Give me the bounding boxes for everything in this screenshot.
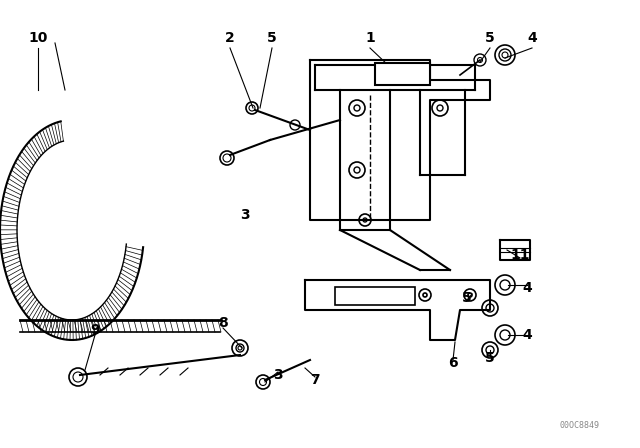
Text: 11: 11	[510, 248, 530, 262]
Text: 00OC8849: 00OC8849	[560, 421, 600, 430]
Text: 1: 1	[365, 31, 375, 45]
Text: 5: 5	[462, 291, 472, 305]
Text: 5: 5	[485, 351, 495, 365]
Text: 5: 5	[267, 31, 277, 45]
Polygon shape	[310, 60, 490, 220]
Polygon shape	[305, 280, 490, 340]
Text: 4: 4	[527, 31, 537, 45]
Text: 9: 9	[90, 323, 100, 337]
Text: 3: 3	[240, 208, 250, 222]
Bar	[335, 287, 415, 305]
Text: 7: 7	[310, 373, 320, 387]
Text: 8: 8	[218, 316, 228, 330]
Text: 3: 3	[273, 368, 283, 382]
Text: 4: 4	[522, 328, 532, 342]
Text: 2: 2	[225, 31, 235, 45]
Text: 5: 5	[485, 31, 495, 45]
Bar	[375, 63, 430, 85]
Text: 6: 6	[448, 356, 458, 370]
Text: 4: 4	[522, 281, 532, 295]
Text: 10: 10	[28, 31, 48, 45]
Polygon shape	[500, 240, 530, 260]
